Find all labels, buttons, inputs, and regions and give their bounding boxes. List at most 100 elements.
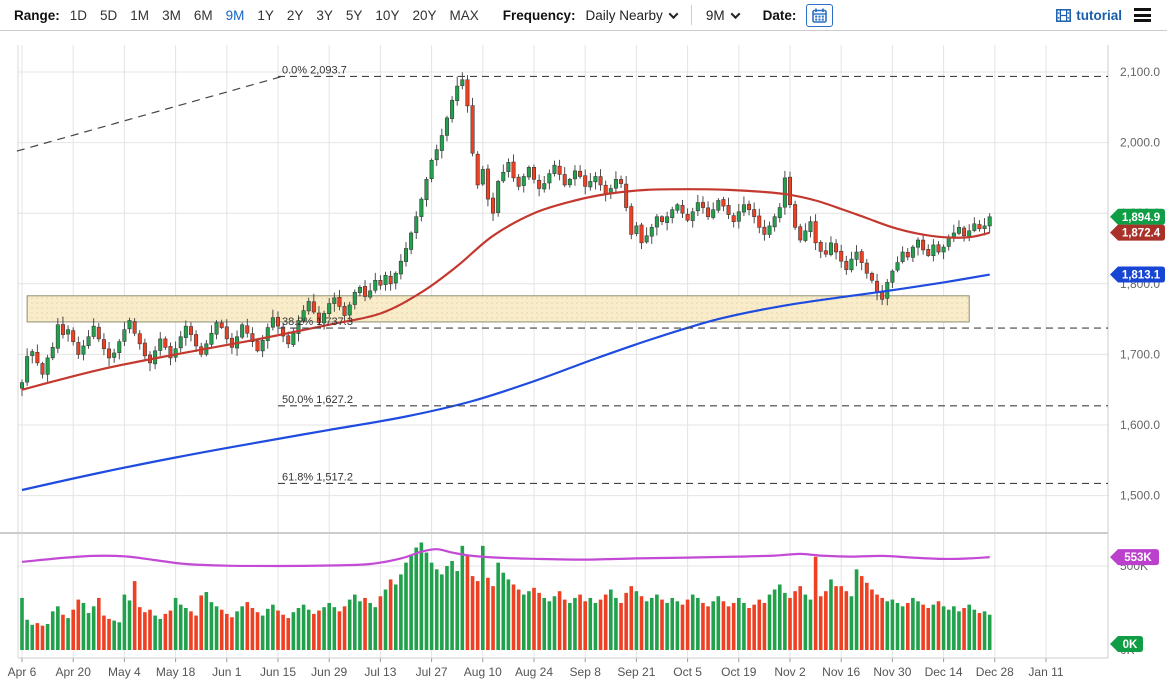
- volume-bar: [511, 584, 516, 650]
- volume-bar: [593, 602, 598, 650]
- volume-bar: [281, 614, 285, 650]
- candle-body: [316, 312, 321, 323]
- volume-bar: [921, 604, 925, 650]
- candle-body: [588, 181, 593, 188]
- date-label: Date:: [762, 7, 797, 23]
- volume-bar: [153, 615, 157, 650]
- volume-bar: [481, 545, 485, 650]
- x-axis: Apr 6 Apr 20 May 4 May 18 Jun 1 Jun 15 Jun 29 J…: [8, 665, 1064, 679]
- volume-bar: [399, 574, 403, 650]
- candle-body: [178, 336, 183, 349]
- candle-body: [132, 321, 137, 334]
- period-dropdown[interactable]: 9M: [705, 7, 741, 23]
- volume-bar: [890, 599, 895, 650]
- volume-bar: [286, 618, 291, 650]
- candle-body: [700, 202, 705, 208]
- range-option-9m[interactable]: 9M: [225, 7, 245, 23]
- volume-bar: [189, 611, 193, 650]
- candle-body: [81, 345, 86, 355]
- volume-bar: [475, 581, 480, 650]
- candle-body: [40, 363, 45, 375]
- frequency-dropdown[interactable]: Daily Nearby: [586, 8, 679, 23]
- range-option-5y[interactable]: 5Y: [345, 7, 363, 23]
- volume-bar: [624, 592, 628, 650]
- candle-body: [521, 176, 526, 186]
- volume-bar: [317, 610, 321, 650]
- volume-bar: [373, 607, 378, 650]
- candle-body: [890, 270, 895, 283]
- range-option-3y[interactable]: 3Y: [316, 7, 333, 23]
- volume-bar: [322, 607, 326, 650]
- candle-body: [685, 213, 690, 221]
- range-option-3m[interactable]: 3M: [162, 7, 181, 23]
- volume-bar: [40, 625, 45, 650]
- volume-bar: [424, 552, 429, 650]
- candle-body: [583, 175, 588, 187]
- x-axis-label: Jan 11: [1028, 665, 1063, 679]
- volume-bar: [854, 569, 859, 650]
- candle-body: [726, 205, 731, 215]
- volume-bar: [772, 589, 777, 650]
- volume-bar: [844, 591, 849, 650]
- tutorial-link[interactable]: tutorial: [1056, 8, 1122, 23]
- range-option-6m[interactable]: 6M: [193, 7, 213, 23]
- volume-bar: [363, 597, 367, 650]
- x-axis-label: Dec 28: [976, 665, 1014, 679]
- candle-body: [813, 221, 818, 244]
- candle-body: [977, 224, 982, 230]
- candle-body: [690, 211, 695, 221]
- range-option-1d[interactable]: 1D: [69, 7, 88, 23]
- candle-body: [414, 216, 419, 233]
- range-option-1y[interactable]: 1Y: [257, 7, 274, 23]
- range-option-20y[interactable]: 20Y: [412, 7, 437, 23]
- candle-body: [849, 258, 854, 271]
- volume-bar: [752, 604, 756, 650]
- candle-body: [429, 159, 434, 179]
- volume-bar: [445, 566, 449, 650]
- candle-body: [921, 239, 926, 251]
- range-option-5d[interactable]: 5D: [100, 7, 118, 23]
- volume-bar: [649, 597, 654, 650]
- volume-bar: [777, 584, 782, 650]
- volume-bar: [132, 581, 137, 650]
- volume-bar: [711, 601, 715, 650]
- candle-body: [598, 176, 603, 186]
- volume-bar: [271, 604, 275, 650]
- candle-body: [322, 313, 327, 324]
- chart-canvas[interactable]: 0.0% 2,093.7 38.2% 1,737.3 50.0% 1,627.2 61…: [0, 31, 1167, 693]
- candle-body: [470, 105, 475, 154]
- price-axis-label: 1,700.0: [1120, 347, 1160, 361]
- volume-bar: [742, 602, 746, 650]
- candle-body: [194, 334, 199, 347]
- volume-bar: [634, 591, 639, 650]
- volume-bar: [491, 586, 495, 650]
- film-icon: [1056, 8, 1072, 22]
- candle-body: [624, 183, 629, 208]
- volume-bar: [255, 612, 260, 650]
- volume-zero-badge: 0K: [1110, 636, 1143, 652]
- candle-body: [798, 226, 803, 241]
- candle-body: [736, 211, 741, 222]
- candle-body: [55, 324, 60, 349]
- candle-body: [296, 320, 301, 334]
- candle-body: [741, 204, 746, 213]
- range-option-max[interactable]: MAX: [449, 7, 479, 23]
- fib-levels: 0.0% 2,093.7 38.2% 1,737.3 50.0% 1,627.2 61…: [278, 64, 1108, 485]
- range-option-1m[interactable]: 1M: [130, 7, 150, 23]
- candle-body: [706, 207, 711, 218]
- volume-bar: [332, 607, 337, 650]
- volume-bar: [388, 579, 393, 650]
- range-option-10y[interactable]: 10Y: [375, 7, 400, 23]
- date-picker-button[interactable]: [806, 3, 834, 27]
- volume-bar: [450, 560, 454, 650]
- volume-bar: [143, 612, 147, 650]
- range-option-2y[interactable]: 2Y: [286, 7, 304, 23]
- volume-bar: [184, 608, 188, 650]
- menu-button[interactable]: [1132, 6, 1153, 24]
- period-value: 9M: [705, 7, 725, 23]
- candle-body: [823, 250, 828, 255]
- candle-body: [557, 165, 562, 175]
- frequency-label: Frequency:: [502, 7, 576, 23]
- candle-body: [818, 241, 823, 252]
- candle-body: [915, 239, 920, 248]
